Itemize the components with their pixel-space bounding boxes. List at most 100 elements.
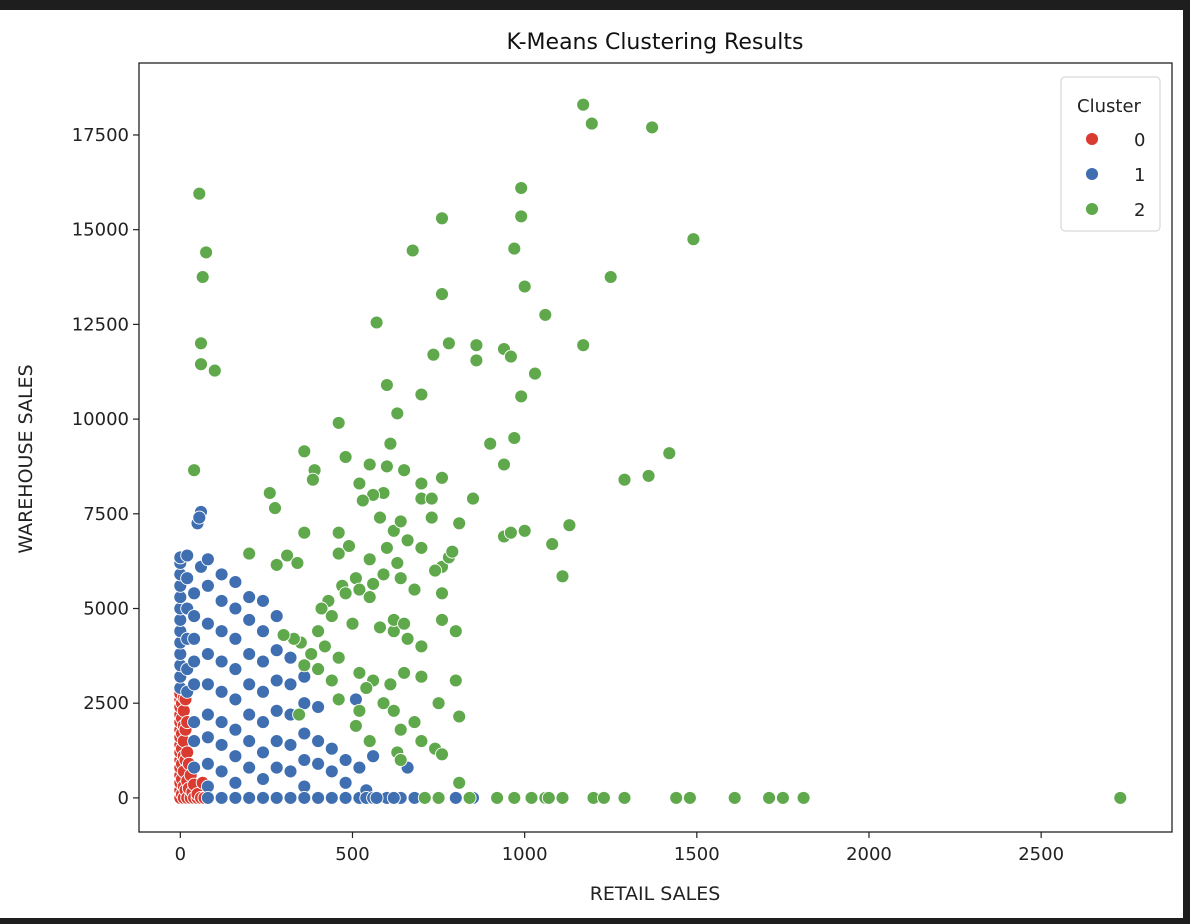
- cluster-2-point: [662, 446, 677, 461]
- cluster-1-point: [311, 790, 326, 805]
- cluster-2-point: [452, 709, 467, 724]
- cluster-2-point: [192, 186, 207, 201]
- cluster-2-point: [417, 790, 432, 805]
- cluster-2-point: [393, 514, 408, 529]
- cluster-1-point: [214, 737, 229, 752]
- cluster-1-point: [214, 764, 229, 779]
- cluster-2-point: [338, 450, 353, 464]
- cluster-2-point: [331, 692, 346, 707]
- cluster-2-point: [576, 338, 591, 353]
- cluster-2-point: [431, 696, 446, 711]
- cluster-1-point: [228, 692, 243, 707]
- cluster-1-point: [256, 624, 270, 639]
- cluster-2-point: [514, 389, 529, 404]
- cluster-1-point: [324, 790, 339, 805]
- cluster-2-point: [727, 790, 742, 805]
- cluster-2-point: [428, 563, 443, 578]
- cluster-1-point: [214, 715, 229, 730]
- cluster-1-point: [200, 756, 215, 771]
- legend: Cluster 0 1 2: [1060, 76, 1161, 232]
- cluster-2-point: [400, 533, 415, 548]
- cluster-2-point: [342, 539, 356, 553]
- cluster-2-point: [445, 544, 460, 559]
- cluster-2-point: [376, 696, 391, 711]
- cluster-2-point: [426, 347, 441, 362]
- cluster-2-point: [386, 703, 401, 718]
- cluster-2-point: [414, 734, 429, 749]
- cluster-2-point: [775, 790, 790, 805]
- cluster-2-point: [400, 631, 415, 646]
- cluster-1-point: [386, 790, 401, 805]
- chart-figure: K-Means Clustering Results 0 500 1000 1500 2…: [0, 10, 1183, 918]
- cluster-2-point: [397, 665, 412, 680]
- cluster-1-point: [269, 609, 284, 624]
- x-tick-label: 1500: [674, 844, 720, 865]
- legend-label-1: 1: [1134, 165, 1145, 186]
- cluster-2-point: [497, 457, 511, 472]
- cluster-2-point: [331, 650, 346, 665]
- cluster-2-point: [207, 363, 222, 378]
- cluster-1-point: [283, 764, 298, 779]
- cluster-1-point: [311, 756, 326, 771]
- cluster-2-point: [645, 120, 660, 135]
- cluster-2-point: [383, 677, 398, 692]
- cluster-2-point: [331, 525, 346, 540]
- legend-label-2: 2: [1134, 200, 1145, 221]
- cluster-2-point: [314, 601, 329, 616]
- cluster-1-point: [269, 760, 284, 775]
- cluster-2-point: [617, 790, 632, 805]
- cluster-1-point: [228, 662, 243, 677]
- cluster-2-point: [269, 557, 284, 572]
- cluster-2-point: [390, 556, 405, 570]
- cluster-2-point: [268, 501, 282, 516]
- x-tick-label: 1000: [502, 844, 548, 865]
- cluster-2-point: [405, 243, 420, 258]
- cluster-2-point: [507, 790, 522, 805]
- cluster-2-point: [528, 366, 542, 381]
- cluster-1-point: [242, 590, 257, 605]
- cluster-1-point: [180, 548, 195, 563]
- cluster-2-point: [376, 567, 391, 582]
- cluster-2-point: [435, 287, 449, 302]
- cluster-2-point: [297, 444, 312, 459]
- cluster-2-point: [379, 459, 394, 474]
- cluster-1-point: [242, 760, 257, 775]
- cluster-1-point: [283, 677, 298, 692]
- cluster-2-point: [686, 232, 701, 247]
- cluster-2-point: [331, 546, 346, 561]
- cluster-2-point: [242, 546, 257, 561]
- cluster-2-point: [362, 590, 377, 605]
- scatter-chart: K-Means Clustering Results 0 500 1000 1500 2…: [15, 30, 1173, 905]
- cluster-2-point: [311, 624, 326, 639]
- cluster-2-point: [448, 624, 463, 639]
- cluster-2-point: [441, 336, 456, 351]
- cluster-1-point: [200, 730, 215, 745]
- legend-box: [1060, 76, 1161, 232]
- cluster-2-point: [507, 431, 522, 445]
- cluster-2-point: [305, 472, 320, 487]
- cluster-2-point: [682, 790, 697, 805]
- cluster-2-point: [348, 718, 363, 733]
- cluster-2-point: [435, 470, 449, 485]
- cluster-2-point: [414, 540, 429, 555]
- y-tick-label: 0: [118, 788, 129, 809]
- cluster-2-point: [397, 463, 412, 478]
- cluster-1-point: [269, 643, 284, 658]
- cluster-1-point: [256, 715, 270, 730]
- cluster-2-point: [617, 472, 632, 487]
- cluster-2-point: [452, 775, 467, 790]
- cluster-2-point: [324, 673, 339, 688]
- cluster-1-point: [200, 707, 215, 722]
- chart-title: K-Means Clustering Results: [507, 30, 804, 55]
- cluster-2-point: [555, 569, 570, 584]
- cluster-2-point: [352, 703, 367, 718]
- cluster-2-point: [297, 525, 312, 540]
- cluster-1-point: [242, 707, 257, 722]
- cluster-2-point: [373, 510, 387, 525]
- cluster-1-point: [242, 612, 257, 627]
- cluster-2-point: [414, 387, 429, 402]
- cluster-2-point: [199, 245, 214, 260]
- legend-marker-2: [1085, 202, 1099, 216]
- cluster-1-point: [228, 790, 243, 805]
- cluster-2-point: [514, 181, 529, 195]
